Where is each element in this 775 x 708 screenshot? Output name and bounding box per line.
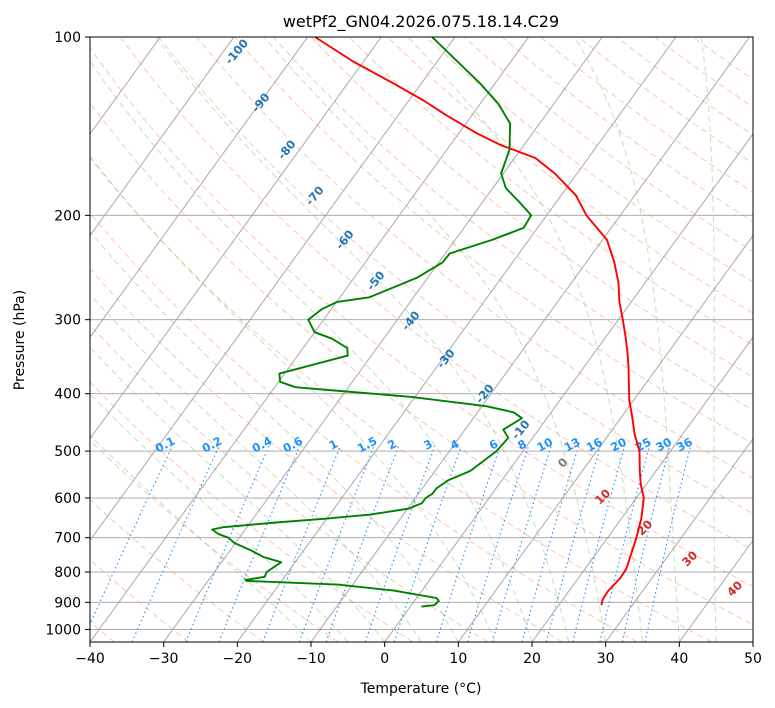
- moist-adiabat-5: [90, 293, 422, 642]
- y-tick-label: 600: [54, 491, 81, 507]
- x-tick-label: −10: [296, 651, 326, 667]
- y-tick-label: 900: [54, 595, 81, 611]
- isotherm--70: [90, 37, 309, 338]
- x-tick-label: 10: [449, 651, 467, 667]
- x-tick-label: 40: [670, 651, 688, 667]
- dry-adiabat-40: [90, 157, 712, 642]
- dry-adiabat-140: [387, 37, 753, 314]
- mixing-ratio-label: 36: [674, 435, 695, 455]
- y-axis: 100 200 300 400 500 600 700 800 900 1000: [45, 30, 90, 638]
- isobars: [90, 37, 753, 630]
- dry-adiabat-60: [90, 47, 753, 588]
- x-tick-label: 30: [597, 651, 615, 667]
- x-tick-label: −30: [149, 651, 179, 667]
- y-tick-label: 700: [54, 531, 81, 547]
- x-tick-label: 50: [744, 651, 762, 667]
- moist-adiabat-45: [700, 37, 717, 642]
- dry-adiabat-70: [120, 37, 753, 551]
- moist-adiabat-25: [155, 37, 570, 642]
- mixing-ratio-label: 30: [653, 435, 674, 455]
- dry-adiabat-110: [272, 37, 753, 411]
- mixing-ratio-line-30: [621, 445, 671, 642]
- profiles: [211, 37, 645, 608]
- dry-adiabat-30: [90, 212, 638, 642]
- mixing-ratio-line-8: [466, 445, 530, 642]
- moist-adiabat-40: [574, 37, 680, 642]
- dry-adiabat--10: [90, 439, 339, 642]
- dry-adiabat-80: [158, 37, 753, 515]
- mixing-ratio-lines: [90, 445, 692, 642]
- dry-adiabat-90: [196, 37, 753, 479]
- mixing-ratio-line-0.1: [90, 445, 173, 626]
- mixing-ratio-label: 20: [608, 435, 629, 455]
- x-tick-label: 20: [523, 651, 541, 667]
- isotherm--50: [90, 37, 456, 542]
- mixing-ratio-label: 10: [534, 435, 555, 455]
- x-axis-label: Temperature (°C): [360, 681, 482, 697]
- moist-adiabat-10: [90, 230, 459, 642]
- mixing-ratio-line-25: [599, 445, 651, 642]
- isotherm--80: [90, 37, 235, 237]
- mixing-ratio-line-36: [644, 445, 692, 642]
- temperature-profile: [314, 37, 645, 606]
- plot-frame: [89, 36, 754, 643]
- isotherm-30: [605, 438, 753, 642]
- x-axis: −40 −30 −20 −10 0 10 20 30 40 50: [75, 642, 762, 667]
- dry-adiabat-150: [425, 37, 753, 283]
- dry-adiabat-10: [90, 324, 488, 642]
- mixing-ratio-line-20: [572, 445, 626, 642]
- x-tick-label: 0: [380, 651, 389, 667]
- moist-adiabat-30: [263, 37, 607, 642]
- dewpoint-profile: [211, 37, 533, 608]
- moist-adiabat--5: [90, 392, 349, 642]
- y-axis-label: Pressure (hPa): [12, 290, 28, 390]
- x-tick-label: −40: [75, 651, 105, 667]
- isotherm--30: [163, 37, 603, 642]
- mixing-ratio-label: 16: [584, 435, 605, 455]
- isotherm-10: [457, 234, 753, 642]
- y-tick-label: 1000: [45, 622, 81, 638]
- mixing-ratio-line-6: [435, 445, 501, 642]
- isotherm--90: [90, 37, 161, 135]
- dry-adiabat-20: [90, 268, 563, 642]
- x-tick-label: −20: [223, 651, 253, 667]
- mixing-ratio-label: 25: [633, 435, 654, 455]
- mixing-ratio-label: 13: [562, 435, 583, 455]
- isotherm-20: [531, 336, 753, 642]
- mixing-ratio-line-0.4: [185, 445, 270, 642]
- y-tick-label: 400: [54, 387, 81, 403]
- y-tick-label: 800: [54, 565, 81, 581]
- dry-adiabat-50: [90, 102, 753, 626]
- isotherm--20: [236, 37, 677, 642]
- y-tick-label: 100: [54, 30, 81, 46]
- mixing-ratio-line-1: [262, 445, 341, 642]
- isotherm-0: [384, 133, 753, 642]
- isotherms: [90, 37, 753, 642]
- isotherm--60: [90, 37, 382, 440]
- mixing-ratio-line-0.6: [218, 445, 301, 642]
- chart-title: wetPf2_GN04.2026.075.18.14.C29: [283, 12, 559, 32]
- moist-adiabat-15: [90, 155, 496, 642]
- y-tick-label: 300: [54, 313, 81, 329]
- plot-area: 0.1 0.2 0.4 0.6 1 1.5 2 3 4 6 8 10 13 16 20 25 30 36-100-…: [90, 37, 753, 642]
- dry-adiabats: [90, 37, 753, 642]
- y-tick-label: 200: [54, 208, 81, 224]
- mixing-ratio-line-10: [491, 445, 552, 642]
- isotherm--10: [310, 37, 751, 642]
- y-tick-label: 500: [54, 444, 81, 460]
- moist-adiabat-20: [90, 60, 533, 642]
- moist-adiabat-0: [90, 346, 386, 642]
- dry-adiabat-100: [234, 37, 753, 445]
